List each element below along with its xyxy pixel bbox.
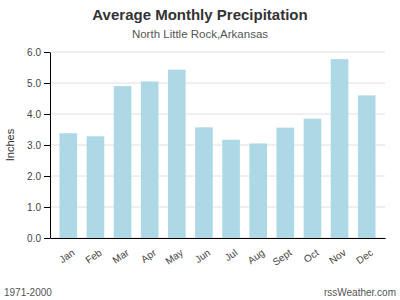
x-tick: Apr: [139, 246, 159, 264]
grid: [50, 52, 385, 238]
chart-svg: Jan Feb Mar AprMay Jun Jul AugSept Oct Nov Dec 0.0…: [0, 0, 400, 300]
bar: [304, 119, 322, 238]
y-tick: 1.0: [27, 202, 50, 213]
bar: [87, 136, 105, 238]
x-tick-label: Jan: [57, 247, 77, 265]
x-tick-label: Jun: [193, 247, 213, 265]
x-tick-label: Apr: [139, 246, 159, 264]
y-tick-mark: [44, 238, 50, 239]
x-axis: Jan Feb Mar AprMay Jun Jul AugSept Oct Nov Dec: [51, 239, 386, 268]
y-tick-mark: [44, 207, 50, 208]
y-tick: 6.0: [27, 47, 50, 58]
x-tick: Jul: [223, 247, 240, 263]
bar: [195, 127, 213, 238]
bar: [358, 95, 376, 238]
x-tick-label: Feb: [83, 247, 104, 266]
chart-subtitle: North Little Rock,Arkansas: [132, 28, 268, 40]
grid-line: [50, 52, 385, 53]
y-tick-label: 1.0: [27, 202, 41, 213]
x-tick-label: Jul: [223, 247, 240, 263]
x-tick: Oct: [302, 247, 321, 265]
x-tick: Nov: [327, 247, 348, 266]
y-tick-mark: [44, 176, 50, 177]
bar: [114, 86, 132, 238]
y-tick: 5.0: [27, 78, 50, 89]
y-tick-label: 5.0: [27, 78, 41, 89]
x-tick-label: Oct: [302, 247, 321, 265]
footer-annotation: 1971-2000: [4, 287, 52, 298]
x-tick-label: Aug: [246, 247, 267, 266]
x-tick: Aug: [246, 247, 267, 266]
y-tick: 2.0: [27, 171, 50, 182]
x-tick: Jun: [193, 247, 213, 265]
chart-title: Average Monthly Precipitation: [92, 6, 307, 23]
y-tick-label: 3.0: [27, 140, 41, 151]
y-tick: 3.0: [27, 140, 50, 151]
bar: [249, 143, 267, 238]
x-tick: May: [163, 247, 185, 267]
bar: [141, 81, 159, 238]
bar: [331, 59, 349, 238]
x-tick-label: Sept: [270, 247, 293, 268]
bar: [276, 128, 294, 238]
x-tick: Feb: [83, 247, 104, 266]
y-tick-mark: [44, 83, 50, 84]
x-tick: Mar: [110, 246, 131, 265]
y-tick-label: 2.0: [27, 171, 41, 182]
x-axis-line: [51, 238, 386, 239]
x-tick: Sept: [270, 247, 293, 268]
x-tick: Jan: [57, 247, 77, 265]
y-tick-mark: [44, 114, 50, 115]
y-axis: 0.0 1.0 2.0 3.0 4.0 5.0 6.0: [27, 47, 50, 244]
y-tick-label: 0.0: [27, 233, 41, 244]
x-tick: Dec: [354, 247, 375, 266]
y-tick-mark: [44, 52, 50, 53]
y-tick-mark: [44, 145, 50, 146]
chart-container: Jan Feb Mar AprMay Jun Jul AugSept Oct Nov Dec 0.0…: [0, 0, 400, 300]
bar: [59, 133, 77, 238]
x-tick-label: Dec: [354, 247, 375, 266]
y-tick-label: 6.0: [27, 47, 41, 58]
plot-area: [59, 59, 375, 238]
x-tick-label: May: [163, 247, 185, 267]
y-axis-line: [50, 53, 51, 239]
y-axis-title: Inches: [4, 128, 16, 161]
y-tick-label: 4.0: [27, 109, 41, 120]
footer-annotation: rssWeather.com: [324, 287, 396, 298]
y-tick: 4.0: [27, 109, 50, 120]
bar: [222, 140, 240, 238]
x-tick-label: Mar: [110, 246, 131, 265]
y-tick: 0.0: [27, 233, 50, 244]
bar: [168, 70, 186, 238]
x-tick-label: Nov: [327, 247, 348, 266]
